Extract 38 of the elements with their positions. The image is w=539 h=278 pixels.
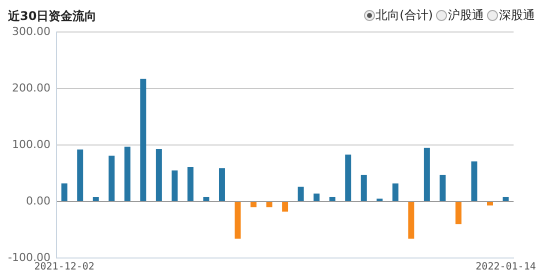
bar xyxy=(124,146,130,201)
bar xyxy=(218,168,225,201)
text: 深股通 xyxy=(499,7,535,24)
bar xyxy=(502,196,509,201)
bar xyxy=(140,78,146,201)
bar xyxy=(408,202,414,239)
bar xyxy=(92,196,99,201)
bar xyxy=(108,156,115,201)
text: 北向(合计) xyxy=(376,7,433,24)
y-tick-label: 200.00 xyxy=(12,81,50,94)
x-tick-label: 2021-12-02 xyxy=(34,262,94,273)
bar xyxy=(314,194,320,201)
bar xyxy=(187,167,194,201)
bar xyxy=(360,174,367,201)
bar xyxy=(487,202,493,206)
bar xyxy=(77,150,84,201)
bar xyxy=(424,148,430,201)
bar xyxy=(282,202,288,212)
bar xyxy=(455,202,462,224)
y-tick-label: 100.00 xyxy=(12,138,50,151)
bar xyxy=(203,196,210,201)
bar xyxy=(250,202,257,208)
bar xyxy=(156,148,162,201)
text: 沪股通 xyxy=(448,7,484,24)
y-tick-label: 0.00 xyxy=(26,194,50,208)
chart-title: 近30日资金流向 xyxy=(8,8,97,25)
bar xyxy=(172,170,178,201)
bar xyxy=(234,202,241,239)
bar xyxy=(345,154,352,201)
x-tick-label: 2022-01-14 xyxy=(476,262,536,273)
bar xyxy=(440,174,446,201)
bar xyxy=(266,202,272,208)
bar xyxy=(392,183,398,201)
bar xyxy=(298,186,304,201)
bar xyxy=(61,183,68,201)
bar xyxy=(329,196,336,201)
bar xyxy=(471,161,478,201)
y-tick-label: 300.00 xyxy=(12,24,50,38)
